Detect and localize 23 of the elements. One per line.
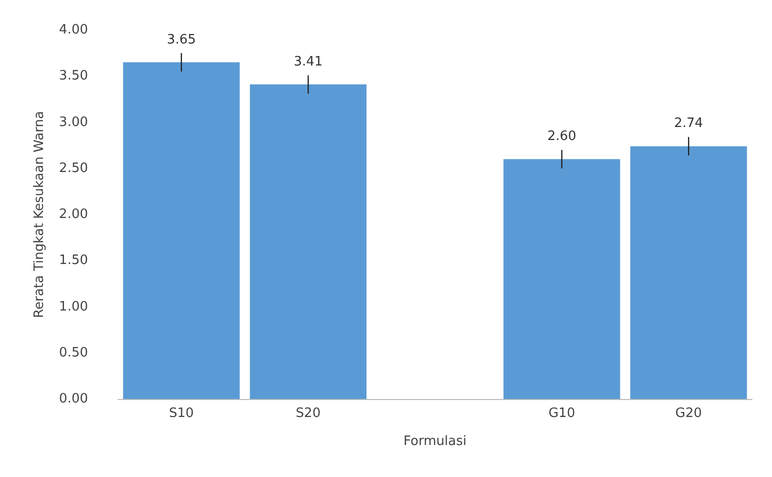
y-tick-label: 3.50 bbox=[59, 68, 88, 84]
y-tick-label: 0.00 bbox=[59, 392, 88, 406]
y-axis-title: Rerata Tingkat Kesukaan Warna bbox=[32, 111, 47, 318]
x-tick-label: G20 bbox=[675, 406, 702, 421]
data-label: 3.65 bbox=[166, 32, 196, 48]
data-label: 3.41 bbox=[294, 54, 323, 70]
data-label: 2.60 bbox=[547, 129, 576, 144]
y-tick-label: 1.00 bbox=[59, 299, 88, 314]
bar bbox=[503, 159, 620, 399]
y-tick-label: 1.50 bbox=[59, 253, 88, 268]
x-tick-label: S10 bbox=[169, 406, 194, 421]
y-tick-label: 4.00 bbox=[59, 22, 88, 38]
bar bbox=[630, 146, 747, 399]
y-tick-label: 2.00 bbox=[59, 207, 88, 222]
x-tick-label: S20 bbox=[296, 406, 321, 421]
y-tick-label: 0.50 bbox=[59, 345, 88, 360]
x-axis-title: Formulasi bbox=[404, 434, 466, 449]
data-label: 2.74 bbox=[674, 116, 704, 132]
bar bbox=[123, 62, 240, 399]
bar bbox=[250, 84, 367, 399]
x-tick-label: G10 bbox=[548, 406, 576, 421]
y-tick-label: 3.00 bbox=[59, 114, 88, 130]
y-tick-label: 2.50 bbox=[59, 160, 88, 176]
